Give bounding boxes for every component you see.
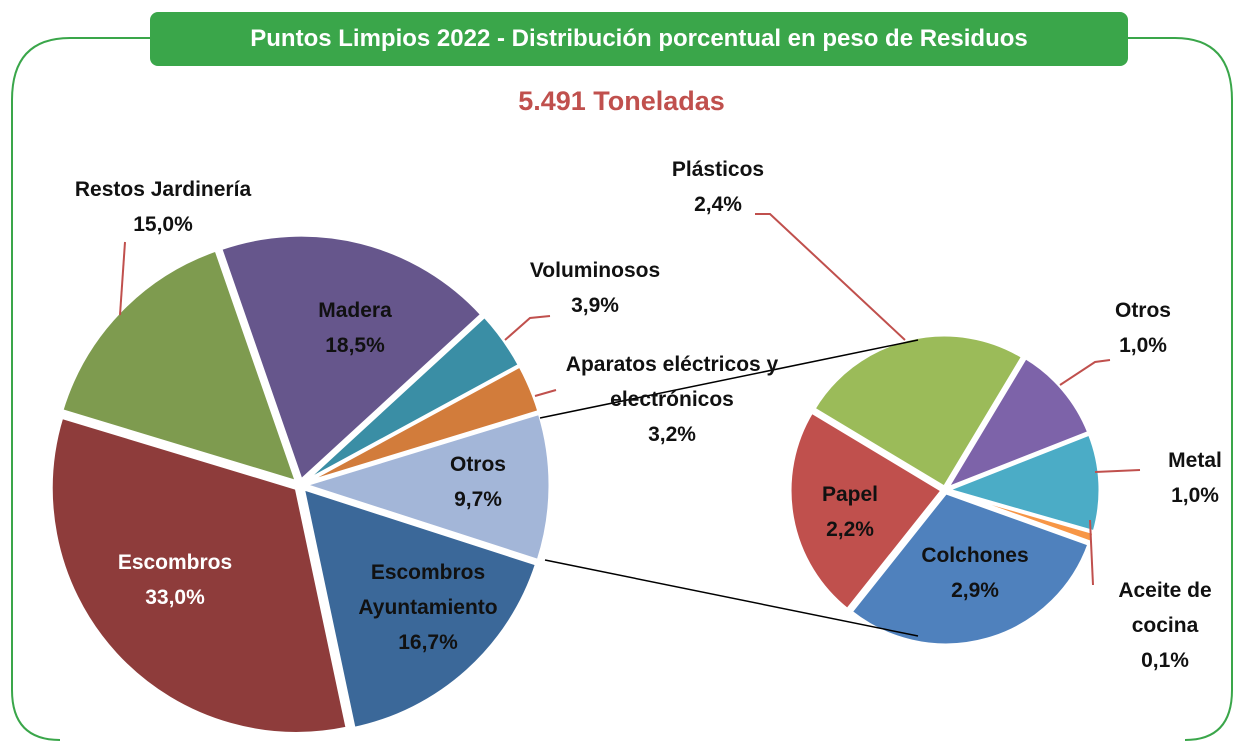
- pie-slice: [788, 410, 945, 612]
- slice-value-label: 2,9%: [951, 579, 999, 602]
- pie-slice: [300, 411, 552, 563]
- slice-value-label: 1,0%: [1171, 484, 1219, 507]
- slice-value-label: 9,7%: [454, 488, 502, 511]
- pie-slice: [49, 415, 349, 735]
- connector-line: [539, 339, 919, 419]
- pie-slice: [849, 491, 1091, 647]
- connector-line: [544, 559, 919, 637]
- slice-value-label: 16,7%: [398, 631, 458, 654]
- slice-value-label: 15,0%: [133, 213, 193, 236]
- slice-value-label: 18,5%: [325, 334, 385, 357]
- slice-value-label: 2,4%: [694, 193, 742, 216]
- slice-label: Madera: [318, 299, 392, 322]
- slice-label: Colchones: [921, 544, 1029, 567]
- slice-value-label: 1,0%: [1119, 334, 1167, 357]
- pie-slice: [943, 355, 1091, 492]
- slice-label: Otros: [1114, 299, 1171, 322]
- slice-label: Escombros Ayuntamiento: [358, 561, 498, 619]
- slice-label: Plásticos: [671, 158, 765, 181]
- slice-value-label: 3,9%: [571, 294, 619, 317]
- slice-label: Restos Jardinería: [74, 178, 252, 201]
- leader-line: [534, 389, 557, 397]
- slice-label: Aparatos eléctricos y electrónicos: [565, 353, 779, 411]
- chart-title: Puntos Limpios 2022 - Distribución porce…: [150, 12, 1128, 66]
- slice-label: Voluminosos: [529, 259, 661, 282]
- pie-slice: [303, 364, 541, 485]
- leader-line: [504, 315, 551, 341]
- leader-line: [1059, 359, 1111, 386]
- slice-label: Otros: [449, 453, 506, 476]
- slice-value-label: 33,0%: [145, 586, 205, 609]
- slice-label: Aceite de cocina: [1118, 579, 1212, 637]
- pie-slice: [811, 333, 1025, 490]
- leaders: [119, 213, 1141, 586]
- frame: [11, 37, 1233, 741]
- pie-slice: [301, 486, 539, 731]
- slice-label: Escombros: [117, 551, 233, 574]
- slice-label: Papel: [821, 483, 879, 506]
- connectors: [539, 339, 919, 637]
- chart-subtitle: 5.491 Toneladas: [518, 86, 725, 116]
- leader-line: [755, 213, 906, 341]
- slice-value-label: 2,2%: [826, 518, 874, 541]
- slice-value-label: 0,1%: [1141, 649, 1189, 672]
- slice-value-label: 3,2%: [648, 423, 696, 446]
- pie-slice: [943, 432, 1102, 534]
- leader-line: [119, 241, 126, 316]
- leader-line: [1094, 469, 1141, 473]
- pie-slice: [218, 233, 484, 483]
- slice-label: Metal: [1168, 449, 1222, 472]
- leader-line: [1089, 519, 1094, 586]
